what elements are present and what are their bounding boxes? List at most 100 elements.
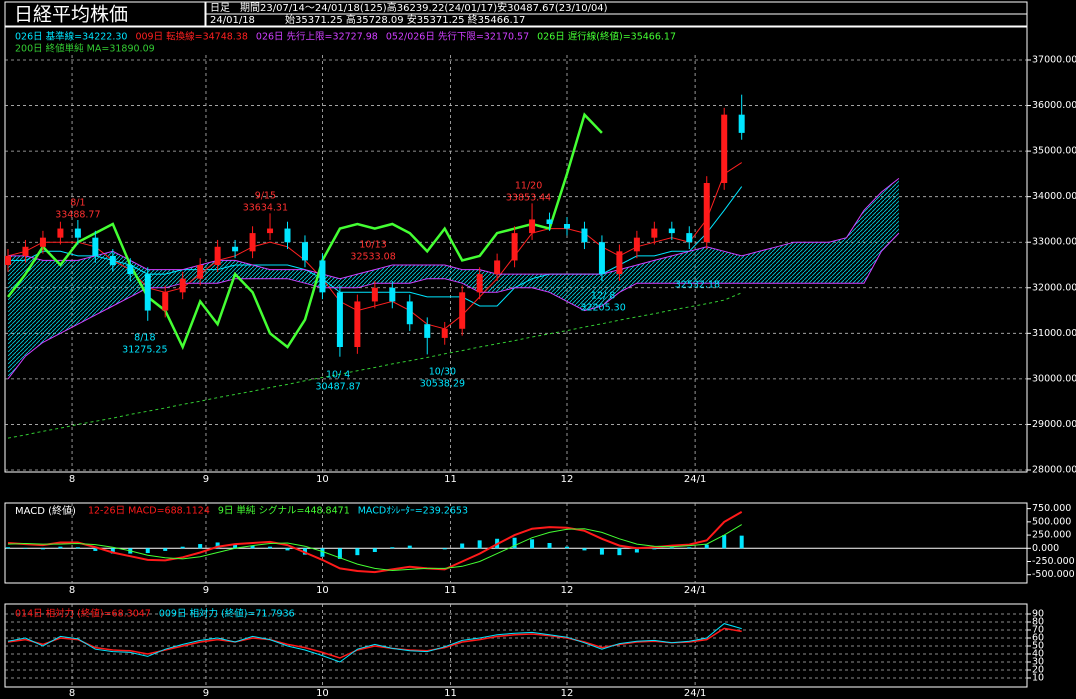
- x-tick-label: 12: [561, 585, 574, 596]
- x-tick-label: 10: [316, 585, 329, 596]
- x-tick-label: 10: [316, 474, 329, 485]
- panel-border: [4, 502, 1028, 584]
- title-box: [4, 1, 206, 27]
- x-tick-label: 9: [203, 585, 209, 596]
- series-line: [7, 524, 742, 572]
- candle-body: [581, 228, 588, 243]
- y-tick-label: -500.000: [1032, 569, 1075, 580]
- date: 24/01/18: [210, 15, 255, 26]
- candle-body: [109, 255, 116, 265]
- candle-body: [284, 228, 291, 243]
- x-tick-label: 11: [444, 585, 457, 596]
- candle-body: [336, 292, 343, 347]
- candle-body: [633, 237, 640, 252]
- y-tick-label: 70: [1032, 625, 1044, 636]
- candle-body: [22, 246, 29, 256]
- histogram-bar: [530, 539, 535, 549]
- candle-body: [406, 301, 413, 325]
- candle-body: [441, 328, 448, 338]
- y-tick-label: 32000.00: [1032, 282, 1076, 293]
- annotation: 30538.29: [420, 378, 465, 389]
- x-tick-label: 11: [444, 474, 457, 485]
- candle-body: [616, 251, 623, 275]
- series-line: [7, 627, 742, 659]
- candle-body: [232, 246, 239, 252]
- histogram-bar: [390, 547, 395, 549]
- series-line: [7, 292, 742, 439]
- candle-body: [214, 246, 221, 265]
- x-tick-label: 10: [316, 688, 329, 699]
- histogram-bar: [268, 546, 273, 549]
- legend-entry: 12-26日 MACD=688.1124: [88, 506, 210, 517]
- candle-body: [267, 228, 274, 234]
- y-tick-label: 250.000: [1032, 530, 1071, 541]
- y-tick-label: 80: [1032, 617, 1044, 628]
- annotation: 8/18: [134, 332, 155, 343]
- y-tick-label: 50: [1032, 641, 1044, 652]
- legend-entry: 026日 先行上限=32727.98: [256, 31, 378, 43]
- histogram-bar: [355, 548, 360, 556]
- candle-body: [686, 233, 693, 243]
- histogram-bar: [687, 547, 692, 549]
- y-tick-label: 750.000: [1032, 503, 1071, 514]
- histogram-bar: [320, 548, 325, 557]
- legend-entry: 026日 基準線=34222.30: [15, 31, 127, 43]
- x-tick-label: 24/1: [684, 474, 706, 485]
- histogram-bar: [372, 548, 377, 552]
- candle-body: [197, 265, 204, 279]
- histogram-bar: [337, 548, 342, 559]
- legend-entry: 026日 遅行線(終値)=35466.17: [537, 31, 676, 43]
- legend-entry: 9日 単純 シグナル=448.8471: [218, 505, 350, 517]
- panel-title: MACD (終値): [15, 504, 76, 517]
- candle-body: [319, 260, 326, 293]
- period: 期間23/07/14～24/01/18(125)高36239.22(24/01/…: [240, 1, 608, 14]
- histogram-bar: [110, 548, 115, 554]
- annotation: 9/15: [255, 190, 276, 201]
- histogram-bar: [582, 548, 587, 551]
- candle-body: [494, 260, 501, 275]
- x-tick-label: 24/1: [684, 585, 706, 596]
- annotation: 32533.08: [350, 251, 395, 262]
- candle-body: [179, 278, 186, 293]
- histogram-bar: [250, 545, 255, 549]
- x-tick-label: 8: [69, 474, 75, 485]
- candle-body: [476, 274, 483, 293]
- y-tick-label: 10: [1032, 673, 1044, 684]
- annotation: 10/13: [359, 239, 386, 250]
- header-row: [205, 13, 1028, 27]
- legend-entry: 052/026日 先行下限=32170.57: [386, 31, 529, 43]
- panel-border: [4, 26, 1028, 473]
- y-tick-label: 29000.00: [1032, 419, 1076, 430]
- y-tick-label: 35000.00: [1032, 146, 1076, 157]
- candle-body: [354, 301, 361, 347]
- y-tick-label: 30: [1032, 657, 1044, 668]
- series-line: [8, 178, 900, 280]
- candle-body: [598, 242, 605, 275]
- histogram-bar: [407, 545, 412, 549]
- x-tick-label: 12: [561, 688, 574, 699]
- ohlc: 始35371.25 高35728.09 安35371.25 終35466.17: [285, 13, 525, 26]
- x-tick-label: 24/1: [684, 688, 706, 699]
- candle-body: [563, 224, 570, 229]
- candle-body: [424, 324, 431, 338]
- histogram-bar: [617, 548, 622, 556]
- histogram-bar: [75, 547, 80, 549]
- histogram-bar: [669, 547, 674, 549]
- histogram-bar: [477, 540, 482, 549]
- legend-entry: 014日 相対力 (終値)=68.3047: [15, 608, 151, 620]
- histogram-bar: [93, 548, 98, 551]
- histogram-bar: [722, 535, 727, 549]
- series-line: [7, 112, 603, 351]
- y-tick-label: 31000.00: [1032, 328, 1076, 339]
- y-tick-label: 60: [1032, 633, 1044, 644]
- annotation: 11/20: [515, 180, 542, 191]
- candle-body: [511, 233, 518, 261]
- histogram-bar: [547, 543, 552, 549]
- y-tick-label: 30000.00: [1032, 373, 1076, 384]
- histogram-bar: [634, 548, 639, 553]
- histogram-bar: [198, 544, 203, 549]
- period-type: 日足: [210, 2, 230, 14]
- candle-body: [5, 255, 11, 265]
